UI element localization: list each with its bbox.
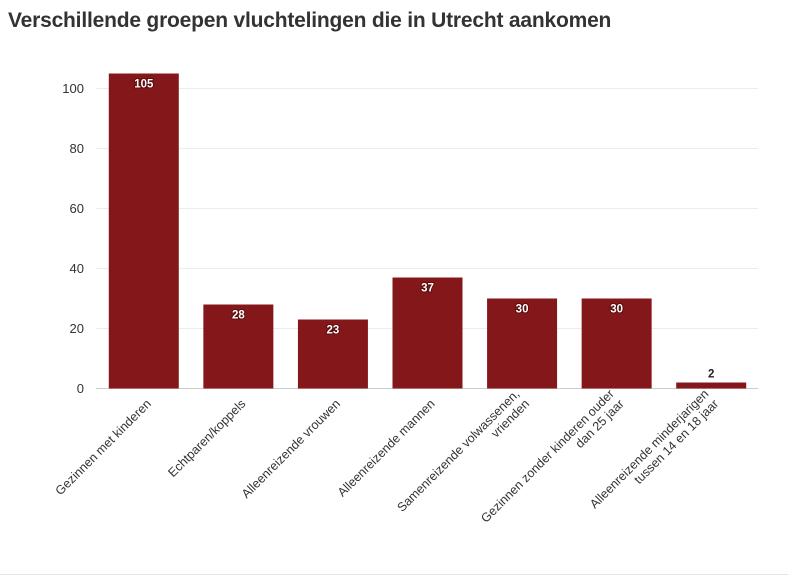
data-label: 37 xyxy=(421,283,434,295)
svg-text:Alleenreizende vrouwen: Alleenreizende vrouwen xyxy=(239,397,343,501)
y-tick-label: 40 xyxy=(70,261,84,276)
bar[interactable] xyxy=(676,382,747,389)
data-label: 30 xyxy=(516,304,529,316)
y-tick-label: 0 xyxy=(77,381,84,396)
svg-text:Echtparen/koppels: Echtparen/koppels xyxy=(165,397,248,480)
data-label: 2 xyxy=(708,369,714,381)
x-tick-label-line: Echtparen/koppels xyxy=(165,397,248,480)
data-label: 28 xyxy=(232,310,245,322)
x-tick-label: Gezinnen met kinderen xyxy=(53,397,154,498)
x-axis: Gezinnen met kinderen Echtparen/koppelsAl… xyxy=(53,387,722,526)
bar[interactable] xyxy=(297,319,368,389)
bottom-divider xyxy=(0,574,788,575)
data-label: 105 xyxy=(134,79,154,91)
x-tick-label: Echtparen/koppels xyxy=(165,397,248,480)
bar[interactable] xyxy=(487,298,558,389)
bar[interactable] xyxy=(203,304,274,389)
y-tick-label: 80 xyxy=(70,141,84,156)
data-label: 30 xyxy=(610,304,623,316)
data-labels: 105 28 23 37 30 30 2 xyxy=(133,78,714,381)
svg-text:Samenreizende volwassenen,vrie: Samenreizende volwassenen,vrienden xyxy=(394,387,532,525)
x-tick-label-line: Alleenreizende vrouwen xyxy=(239,397,343,501)
y-tick-label: 20 xyxy=(70,321,84,336)
svg-text:Gezinnen met kinderen: Gezinnen met kinderen xyxy=(53,397,154,498)
x-tick-label-line: Gezinnen met kinderen xyxy=(53,397,154,498)
bars xyxy=(108,73,747,389)
bar[interactable] xyxy=(392,277,463,389)
x-tick-label: Alleenreizende vrouwen xyxy=(239,397,343,501)
bar[interactable] xyxy=(581,298,652,389)
y-tick-label: 100 xyxy=(62,81,84,96)
x-tick-label: Samenreizende volwassenen,vrienden xyxy=(394,387,532,525)
x-tick-label-line: tussen 14 en 18 jaar xyxy=(631,397,721,487)
chart-title: Verschillende groepen vluchtelingen die … xyxy=(8,9,612,32)
y-tick-label: 60 xyxy=(70,201,84,216)
data-label: 23 xyxy=(327,325,340,337)
y-axis: 0 20 40 60 80 100 xyxy=(62,81,84,396)
bar[interactable] xyxy=(108,73,179,389)
